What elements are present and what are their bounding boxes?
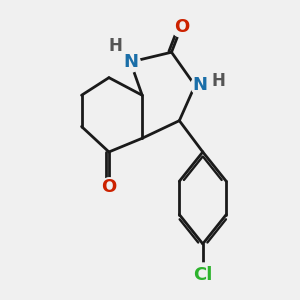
Text: Cl: Cl <box>193 266 212 284</box>
Text: H: H <box>109 38 122 56</box>
Text: H: H <box>212 72 225 90</box>
Text: O: O <box>101 178 117 196</box>
Text: N: N <box>123 53 138 71</box>
Text: O: O <box>174 18 189 36</box>
Text: N: N <box>192 76 207 94</box>
